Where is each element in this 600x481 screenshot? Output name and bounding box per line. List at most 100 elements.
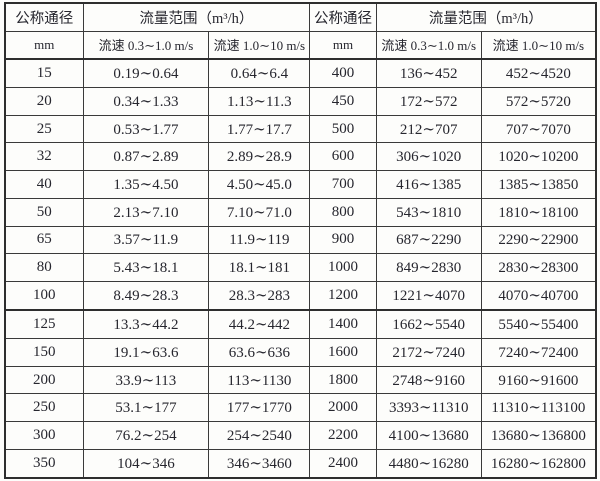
- nominal-diameter-cell: 1200: [309, 281, 377, 311]
- flow-range-high-velocity-cell: 7240∼72400: [480, 337, 597, 367]
- header-unit-mm-right: mm: [309, 30, 377, 60]
- table-row: 150 19.1∼63.6 63.6∼636 1600 2172∼7240 72…: [4, 337, 597, 367]
- flow-range-low-velocity-cell: 1221∼4070: [375, 281, 482, 311]
- nominal-diameter-cell: 1000: [309, 253, 377, 283]
- flow-range-high-velocity-cell: 63.6∼636: [208, 337, 311, 367]
- flow-range-high-velocity-cell: 2.89∼28.9: [208, 142, 311, 172]
- header-flow-range-right: 流量范围（m³/h）: [375, 2, 597, 32]
- nominal-diameter-cell: 1800: [309, 365, 377, 395]
- header-velocity-high-right: 流速 1.0∼10 m/s: [480, 30, 597, 60]
- flow-range-low-velocity-cell: 13.3∼44.2: [82, 309, 210, 339]
- flow-range-low-velocity-cell: 4100∼13680: [375, 421, 482, 450]
- flow-range-high-velocity-cell: 113∼1130: [208, 365, 311, 395]
- flow-range-low-velocity-cell: 849∼2830: [375, 253, 482, 283]
- flow-range-low-velocity-cell: 19.1∼63.6: [82, 337, 210, 367]
- table-row: 15 0.19∼0.64 0.64∼6.4 400 136∼452 452∼45…: [4, 58, 597, 88]
- flow-range-high-velocity-cell: 0.64∼6.4: [208, 58, 311, 88]
- flow-range-high-velocity-cell: 28.3∼283: [208, 281, 311, 311]
- flow-range-low-velocity-cell: 0.19∼0.64: [82, 58, 210, 88]
- header-velocity-high-left: 流速 1.0∼10 m/s: [208, 30, 311, 60]
- table-row: 80 5.43∼18.1 18.1∼181 1000 849∼2830 2830…: [4, 253, 597, 283]
- flow-range-low-velocity-cell: 8.49∼28.3: [82, 281, 210, 311]
- flow-range-low-velocity-cell: 4480∼16280: [375, 448, 482, 479]
- flow-range-low-velocity-cell: 0.87∼2.89: [82, 142, 210, 172]
- nominal-diameter-cell: 1600: [309, 337, 377, 367]
- nominal-diameter-cell: 20: [4, 86, 84, 116]
- flow-range-high-velocity-cell: 16280∼162800: [480, 448, 597, 479]
- table-row: 32 0.87∼2.89 2.89∼28.9 600 306∼1020 1020…: [4, 142, 597, 172]
- flow-range-low-velocity-cell: 104∼346: [82, 448, 210, 479]
- nominal-diameter-cell: 450: [309, 86, 377, 116]
- flow-range-high-velocity-cell: 572∼5720: [480, 86, 597, 116]
- table-row: 125 13.3∼44.2 44.2∼442 1400 1662∼5540 55…: [4, 309, 597, 339]
- nominal-diameter-cell: 50: [4, 197, 84, 227]
- table-row: 250 53.1∼177 177∼1770 2000 3393∼11310 11…: [4, 393, 597, 423]
- nominal-diameter-cell: 25: [4, 114, 84, 144]
- nominal-diameter-cell: 65: [4, 225, 84, 255]
- table-row: 100 8.49∼28.3 28.3∼283 1200 1221∼4070 40…: [4, 281, 597, 311]
- nominal-diameter-cell: 2200: [309, 421, 377, 450]
- flow-range-high-velocity-cell: 346∼3460: [208, 448, 311, 479]
- table-header-row-sub: mm 流速 0.3∼1.0 m/s 流速 1.0∼10 m/s mm 流速 0.…: [4, 30, 597, 60]
- nominal-diameter-cell: 700: [309, 170, 377, 199]
- flow-range-table: 公称通径 流量范围（m³/h） 公称通径 流量范围（m³/h） mm 流速 0.…: [4, 2, 597, 479]
- flow-range-low-velocity-cell: 687∼2290: [375, 225, 482, 255]
- flow-range-high-velocity-cell: 2290∼22900: [480, 225, 597, 255]
- flow-range-low-velocity-cell: 2.13∼7.10: [82, 197, 210, 227]
- flow-range-high-velocity-cell: 5540∼55400: [480, 309, 597, 339]
- flow-range-high-velocity-cell: 2830∼28300: [480, 253, 597, 283]
- table-row: 20 0.34∼1.33 1.13∼11.3 450 172∼572 572∼5…: [4, 86, 597, 116]
- nominal-diameter-cell: 15: [4, 58, 84, 88]
- nominal-diameter-cell: 125: [4, 309, 84, 339]
- table-row: 200 33.9∼113 113∼1130 1800 2748∼9160 916…: [4, 365, 597, 395]
- flow-range-low-velocity-cell: 0.34∼1.33: [82, 86, 210, 116]
- flow-range-high-velocity-cell: 1.77∼17.7: [208, 114, 311, 144]
- flow-range-high-velocity-cell: 1810∼18100: [480, 197, 597, 227]
- nominal-diameter-cell: 2400: [309, 448, 377, 479]
- table-row: 50 2.13∼7.10 7.10∼71.0 800 543∼1810 1810…: [4, 197, 597, 227]
- flow-range-low-velocity-cell: 53.1∼177: [82, 393, 210, 423]
- flow-range-low-velocity-cell: 1662∼5540: [375, 309, 482, 339]
- flow-range-low-velocity-cell: 212∼707: [375, 114, 482, 144]
- flow-range-low-velocity-cell: 0.53∼1.77: [82, 114, 210, 144]
- flow-range-high-velocity-cell: 4.50∼45.0: [208, 170, 311, 199]
- nominal-diameter-cell: 40: [4, 170, 84, 199]
- table-row: 350 104∼346 346∼3460 2400 4480∼16280 162…: [4, 448, 597, 479]
- nominal-diameter-cell: 300: [4, 421, 84, 450]
- table-row: 65 3.57∼11.9 11.9∼119 900 687∼2290 2290∼…: [4, 225, 597, 255]
- flow-range-high-velocity-cell: 13680∼136800: [480, 421, 597, 450]
- flow-range-low-velocity-cell: 136∼452: [375, 58, 482, 88]
- flow-range-low-velocity-cell: 3.57∼11.9: [82, 225, 210, 255]
- header-flow-range-left: 流量范围（m³/h）: [82, 2, 311, 32]
- nominal-diameter-cell: 250: [4, 393, 84, 423]
- flow-range-high-velocity-cell: 707∼7070: [480, 114, 597, 144]
- nominal-diameter-cell: 200: [4, 365, 84, 395]
- flow-range-high-velocity-cell: 1385∼13850: [480, 170, 597, 199]
- flow-range-high-velocity-cell: 18.1∼181: [208, 253, 311, 283]
- header-nominal-diameter-left: 公称通径: [4, 2, 84, 32]
- nominal-diameter-cell: 80: [4, 253, 84, 283]
- flow-range-low-velocity-cell: 306∼1020: [375, 142, 482, 172]
- flow-range-high-velocity-cell: 452∼4520: [480, 58, 597, 88]
- flow-range-low-velocity-cell: 5.43∼18.1: [82, 253, 210, 283]
- nominal-diameter-cell: 350: [4, 448, 84, 479]
- flow-range-high-velocity-cell: 4070∼40700: [480, 281, 597, 311]
- nominal-diameter-cell: 500: [309, 114, 377, 144]
- table-row: 300 76.2∼254 254∼2540 2200 4100∼13680 13…: [4, 421, 597, 450]
- table-body: 15 0.19∼0.64 0.64∼6.4 400 136∼452 452∼45…: [4, 58, 597, 479]
- nominal-diameter-cell: 800: [309, 197, 377, 227]
- flow-range-low-velocity-cell: 543∼1810: [375, 197, 482, 227]
- header-velocity-low-left: 流速 0.3∼1.0 m/s: [82, 30, 210, 60]
- flow-range-high-velocity-cell: 177∼1770: [208, 393, 311, 423]
- header-velocity-low-right: 流速 0.3∼1.0 m/s: [375, 30, 482, 60]
- flow-range-high-velocity-cell: 44.2∼442: [208, 309, 311, 339]
- flow-range-high-velocity-cell: 1020∼10200: [480, 142, 597, 172]
- flow-range-low-velocity-cell: 1.35∼4.50: [82, 170, 210, 199]
- table-row: 40 1.35∼4.50 4.50∼45.0 700 416∼1385 1385…: [4, 170, 597, 199]
- nominal-diameter-cell: 100: [4, 281, 84, 311]
- flow-range-high-velocity-cell: 11310∼113100: [480, 393, 597, 423]
- nominal-diameter-cell: 2000: [309, 393, 377, 423]
- flow-range-low-velocity-cell: 2172∼7240: [375, 337, 482, 367]
- nominal-diameter-cell: 900: [309, 225, 377, 255]
- flow-range-high-velocity-cell: 11.9∼119: [208, 225, 311, 255]
